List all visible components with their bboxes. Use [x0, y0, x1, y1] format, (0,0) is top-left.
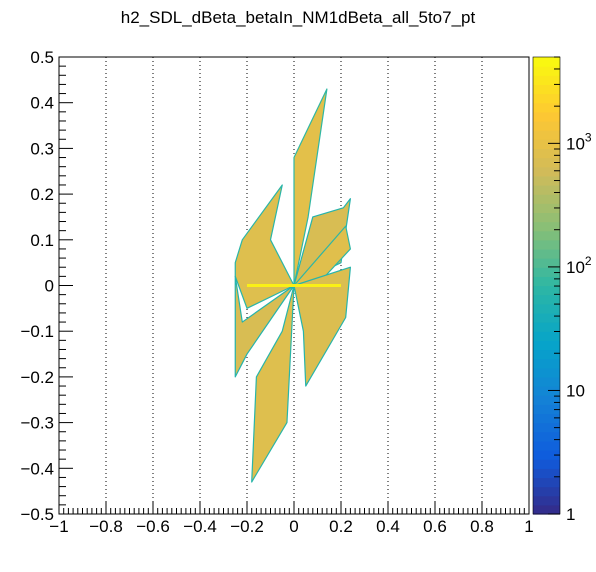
colorbar-cell	[533, 194, 560, 204]
colorbar-cell	[533, 450, 560, 460]
y-axis: −0.5 −0.4 −0.3 −0.2 −0.1 0 0.1 0.2 0.3 0.4 0.5	[20, 48, 73, 524]
colorbar-cell	[533, 166, 560, 177]
heatmap-region-lower-right-band	[293, 266, 351, 387]
colorbar-cell	[533, 57, 560, 67]
y-tick-label: 0.4	[30, 94, 54, 113]
x-tick-label: 0.6	[423, 517, 447, 536]
colorbar-cell	[533, 157, 560, 168]
colorbar-cell	[533, 239, 560, 250]
colorbar-cell	[533, 184, 560, 195]
colorbar-label: 1	[566, 505, 575, 524]
colorbar-cell	[533, 404, 560, 415]
x-tick-label: 0	[289, 517, 298, 536]
y-tick-label: −0.4	[20, 459, 54, 478]
colorbar-cell	[533, 349, 560, 360]
colorbar-cell	[533, 75, 560, 86]
x-tick-label: 0.2	[329, 517, 353, 536]
colorbar-cell	[533, 468, 560, 479]
colorbar-cell	[533, 294, 560, 305]
y-tick-label: −0.5	[20, 505, 54, 524]
x-tick-label: −1	[49, 517, 68, 536]
colorbar-cell	[533, 212, 560, 223]
colorbar-cell	[533, 139, 560, 149]
colorbar-cell	[533, 130, 560, 140]
colorbar-cell	[533, 221, 560, 232]
y-tick-label: −0.1	[20, 322, 54, 341]
colorbar-cell	[533, 440, 560, 451]
x-tick-label: 0.8	[470, 517, 494, 536]
colorbar-cell	[533, 331, 560, 341]
colorbar-cell	[533, 386, 560, 396]
x-tick-label: −0.2	[230, 517, 264, 536]
y-tick-label: −0.2	[20, 368, 54, 387]
colorbar-cell	[533, 431, 560, 442]
colorbar-cell	[533, 102, 560, 113]
colorbar-cell	[533, 486, 560, 497]
x-axis: −1 −0.8 −0.6 −0.4 −0.2 0 0.2 0.4 0.6 0.8 1	[49, 501, 534, 536]
colorbar-cell	[533, 459, 560, 469]
heatmap-region-upper-left-band	[234, 184, 295, 309]
colorbar-cell	[533, 267, 560, 277]
y-tick-label: 0.3	[30, 139, 54, 158]
colorbar-cell	[533, 367, 560, 378]
y-tick-label: 0.1	[30, 231, 54, 250]
colorbar-cell	[533, 148, 560, 159]
colorbar-label: 103	[566, 130, 592, 153]
heatmap-region-left-wing	[234, 275, 295, 378]
colorbar-cell	[533, 495, 560, 506]
y-tick-label: 0	[45, 277, 54, 296]
colorbar-cell	[533, 120, 560, 131]
heatmap-regions	[234, 88, 351, 483]
colorbar-cell	[533, 322, 560, 332]
colorbar-cell	[533, 285, 560, 296]
colorbar-cell	[533, 230, 560, 241]
heatmap-region-lower-left-band	[251, 284, 295, 483]
colorbar-cell	[533, 395, 560, 405]
colorbar: 1 10 102 103	[532, 56, 592, 524]
heatmap-region-upper-right-band	[293, 88, 328, 287]
colorbar-cell	[533, 303, 560, 314]
colorbar-cell	[533, 258, 560, 268]
colorbar-cell	[533, 340, 560, 351]
colorbar-frame	[532, 56, 561, 515]
colorbar-cell	[533, 413, 560, 424]
colorbar-cell	[533, 84, 560, 95]
x-tick-label: 1	[524, 517, 533, 536]
x-tick-label: 0.4	[376, 517, 400, 536]
colorbar-cell	[533, 477, 560, 488]
y-tick-label: 0.2	[30, 185, 54, 204]
x-tick-label: −0.6	[136, 517, 170, 536]
chart-title: h2_SDL_dBeta_betaIn_NM1dBeta_all_5to7_pt	[120, 8, 476, 27]
colorbar-cell	[533, 111, 560, 122]
colorbar-cell	[533, 66, 560, 76]
colorbar-cell	[533, 422, 560, 433]
colorbar-cell	[533, 93, 560, 104]
colorbar-label: 102	[566, 254, 592, 277]
colorbar-cell	[533, 312, 560, 323]
colorbar-cell	[533, 504, 560, 515]
colorbar-cell	[533, 203, 560, 213]
y-tick-label: −0.3	[20, 414, 54, 433]
y-tick-label: 0.5	[30, 48, 54, 67]
x-tick-label: −0.4	[183, 517, 217, 536]
colorbar-cell	[533, 248, 560, 259]
colorbar-cell	[533, 175, 560, 186]
colorbar-cell	[533, 358, 560, 369]
x-tick-label: −0.8	[89, 517, 123, 536]
colorbar-label: 10	[566, 381, 585, 400]
colorbar-cell	[533, 376, 560, 387]
colorbar-cell	[533, 276, 560, 287]
